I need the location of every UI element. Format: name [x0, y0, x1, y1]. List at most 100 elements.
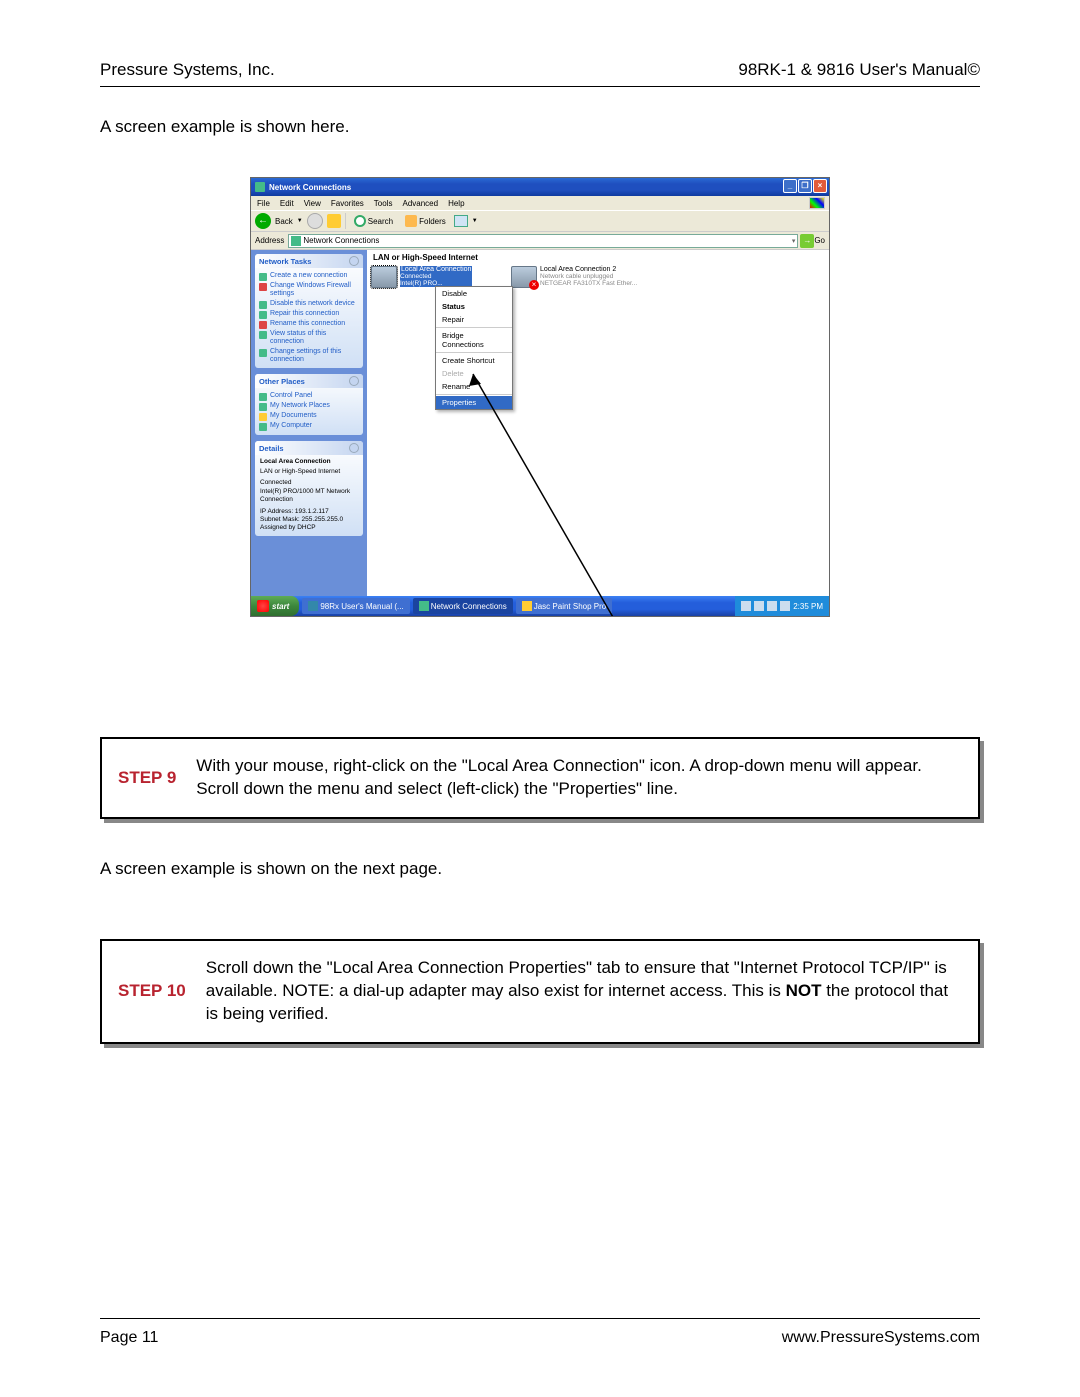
ctx-properties[interactable]: Properties — [436, 396, 512, 409]
start-icon — [257, 600, 269, 612]
place-documents[interactable]: My Documents — [270, 412, 317, 420]
details-dhcp: Assigned by DHCP — [260, 524, 358, 532]
main-area: LAN or High-Speed Internet Local Area Co… — [367, 250, 829, 596]
context-menu: Disable Status Repair Bridge Connections… — [435, 286, 513, 410]
task-repair[interactable]: Repair this connection — [270, 310, 339, 318]
menu-edit[interactable]: Edit — [280, 199, 294, 208]
ctx-bridge[interactable]: Bridge Connections — [436, 329, 512, 351]
window: Network Connections _ ❐ × File Edit View… — [251, 178, 829, 596]
network-tasks-panel: Network Tasks Create a new connection Ch… — [255, 254, 363, 368]
step-9-text: With your mouse, right-click on the "Loc… — [196, 755, 962, 801]
ctx-disable[interactable]: Disable — [436, 287, 512, 300]
intro-text-1: A screen example is shown here. — [100, 117, 980, 137]
intro-text-2: A screen example is shown on the next pa… — [100, 859, 980, 879]
address-icon — [291, 236, 301, 246]
collapse-icon[interactable] — [349, 376, 359, 386]
other-places-panel: Other Places Control Panel My Network Pl… — [255, 374, 363, 435]
details-name: Local Area Connection — [260, 458, 358, 466]
step-9-label: STEP 9 — [118, 768, 176, 788]
place-control-panel[interactable]: Control Panel — [270, 392, 312, 400]
menu-advanced[interactable]: Advanced — [402, 199, 438, 208]
menubar: File Edit View Favorites Tools Advanced … — [251, 196, 829, 210]
address-input[interactable]: Network Connections▾ — [288, 234, 798, 248]
screenshot: Network Connections _ ❐ × File Edit View… — [250, 177, 830, 617]
connection-icon — [511, 266, 537, 288]
place-icon — [259, 393, 267, 401]
task-status[interactable]: View status of this connection — [270, 330, 359, 347]
clock: 2:35 PM — [793, 602, 823, 611]
up-button[interactable] — [327, 214, 341, 228]
task-icon — [259, 321, 267, 329]
task-disable[interactable]: Disable this network device — [270, 300, 355, 308]
views-button[interactable] — [454, 215, 468, 227]
tray-icon[interactable] — [780, 601, 790, 611]
address-value: Network Connections — [303, 236, 379, 245]
connection-2[interactable]: Local Area Connection 2 Network cable un… — [511, 266, 651, 288]
system-tray: 2:35 PM — [735, 596, 829, 616]
app-icon — [522, 601, 532, 611]
menu-favorites[interactable]: Favorites — [331, 199, 364, 208]
place-network[interactable]: My Network Places — [270, 402, 330, 410]
task-firewall[interactable]: Change Windows Firewall settings — [270, 282, 359, 299]
tray-icon[interactable] — [741, 601, 751, 611]
folders-button[interactable]: Folders — [419, 217, 446, 226]
step-10-label: STEP 10 — [118, 981, 186, 1001]
start-button[interactable]: start — [251, 596, 299, 616]
task-rename[interactable]: Rename this connection — [270, 320, 345, 328]
task-icon — [259, 301, 267, 309]
connection-1-status: Connected — [400, 273, 472, 280]
close-button[interactable]: × — [813, 179, 827, 193]
task-icon — [259, 349, 267, 357]
address-label: Address — [255, 236, 284, 245]
task-icon — [259, 273, 267, 281]
task-create[interactable]: Create a new connection — [270, 272, 347, 280]
place-computer[interactable]: My Computer — [270, 422, 312, 430]
back-button[interactable]: ← — [255, 213, 271, 229]
maximize-button[interactable]: ❐ — [798, 179, 812, 193]
details-device: Intel(R) PRO/1000 MT Network Connection — [260, 488, 358, 505]
step-10-text: Scroll down the "Local Area Connection P… — [206, 957, 962, 1026]
forward-button[interactable] — [307, 213, 323, 229]
page-number: Page 11 — [100, 1329, 158, 1347]
other-places-title: Other Places — [259, 377, 305, 386]
collapse-icon[interactable] — [349, 256, 359, 266]
address-bar: Address Network Connections▾ → Go — [251, 232, 829, 250]
details-type: LAN or High-Speed Internet — [260, 468, 358, 476]
app-icon — [308, 601, 318, 611]
taskbar: start 98Rx User's Manual (... Network Co… — [251, 596, 829, 616]
search-icon — [354, 215, 366, 227]
tray-icon[interactable] — [767, 601, 777, 611]
go-label: Go — [814, 236, 825, 245]
details-panel: Details Local Area Connection LAN or Hig… — [255, 441, 363, 536]
connection-1-name: Local Area Connection — [400, 266, 472, 273]
ctx-shortcut[interactable]: Create Shortcut — [436, 354, 512, 367]
ctx-rename[interactable]: Rename — [436, 380, 512, 393]
details-status: Connected — [260, 479, 358, 487]
menu-view[interactable]: View — [304, 199, 321, 208]
go-button[interactable]: → — [800, 234, 814, 248]
ctx-status[interactable]: Status — [436, 300, 512, 313]
window-title: Network Connections — [269, 183, 351, 192]
minimize-button[interactable]: _ — [783, 179, 797, 193]
header-rule — [100, 86, 980, 87]
network-tasks-title: Network Tasks — [259, 257, 311, 266]
task-settings[interactable]: Change settings of this connection — [270, 348, 359, 365]
tray-icon[interactable] — [754, 601, 764, 611]
connection-1[interactable]: Local Area Connection Connected Intel(R)… — [371, 266, 501, 288]
connection-icon — [371, 266, 397, 288]
back-label: Back — [275, 217, 293, 226]
collapse-icon[interactable] — [349, 443, 359, 453]
taskbar-item-2[interactable]: Network Connections — [413, 598, 513, 614]
details-title: Details — [259, 444, 284, 453]
menu-help[interactable]: Help — [448, 199, 464, 208]
menu-tools[interactable]: Tools — [374, 199, 393, 208]
taskbar-item-1[interactable]: 98Rx User's Manual (... — [302, 598, 409, 614]
menu-file[interactable]: File — [257, 199, 270, 208]
task-icon — [259, 283, 267, 291]
place-icon — [259, 403, 267, 411]
search-button[interactable]: Search — [368, 217, 393, 226]
taskbar-item-3[interactable]: Jasc Paint Shop Pro — [516, 598, 612, 614]
ctx-repair[interactable]: Repair — [436, 313, 512, 326]
toolbar: ← Back ▼ Search Folders ▼ — [251, 210, 829, 232]
connection-2-dev: NETGEAR FA310TX Fast Ether... — [540, 280, 637, 287]
